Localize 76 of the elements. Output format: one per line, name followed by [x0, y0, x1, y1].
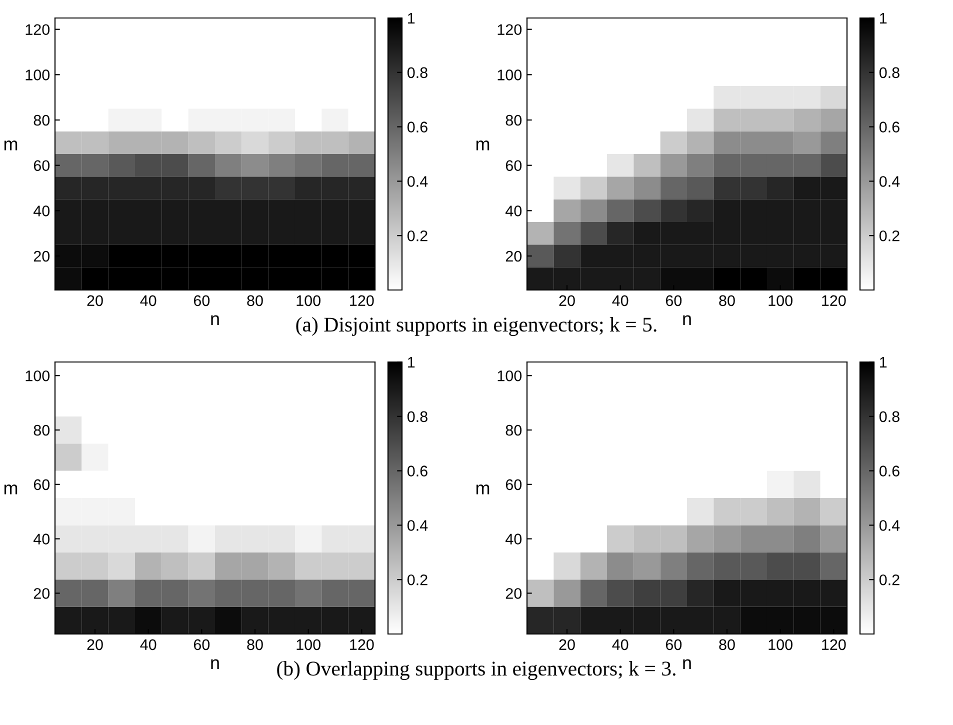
x-tick-label: 20	[559, 639, 575, 650]
y-tick-label: 100	[26, 370, 50, 382]
y-tick-label: 80	[34, 114, 50, 126]
y-tick-label: 60	[34, 479, 50, 490]
y-tick-label: 20	[506, 588, 522, 599]
x-tick-label: 20	[87, 639, 103, 650]
x-tick-label: 60	[194, 639, 210, 650]
text: (b) Overlapping supports in eigenvectors; k = 3.	[277, 661, 676, 680]
color-bar-label: 1	[408, 13, 415, 24]
y-tick-label: 120	[26, 24, 50, 36]
y-tick-label: 80	[506, 114, 522, 126]
x-tick-label: 60	[666, 639, 682, 650]
color-bar-label: 0.4	[879, 520, 900, 531]
x-tick-label: 80	[719, 295, 735, 306]
y-axis-title: m	[4, 140, 18, 150]
x-tick-label: 20	[87, 295, 103, 306]
color-bar-label: 0.8	[407, 67, 428, 78]
color-bar-label: 0.2	[407, 230, 428, 242]
y-tick-label: 40	[34, 206, 50, 216]
color-bar-label: 0.4	[407, 176, 428, 187]
x-tick-label: 120	[350, 295, 374, 306]
x-tick-label: 40	[140, 639, 156, 650]
y-axis-title: m	[476, 484, 490, 494]
x-tick-label: 60	[194, 295, 210, 306]
x-tick-label: 100	[768, 639, 792, 650]
x-tick-label: 120	[822, 295, 846, 306]
x-tick-label: 100	[296, 639, 320, 650]
x-tick-label: 40	[612, 295, 628, 306]
x-tick-label: 100	[768, 295, 792, 306]
y-tick-label: 20	[34, 588, 50, 599]
y-tick-label: 100	[498, 70, 522, 80]
y-tick-label: 40	[34, 534, 50, 544]
color-bar-label: 0.4	[879, 176, 900, 187]
y-tick-label: 60	[506, 160, 522, 172]
color-bar-label: 0.4	[407, 520, 428, 531]
y-tick-label: 20	[506, 250, 522, 262]
color-bar-label: 0.6	[407, 466, 428, 476]
y-tick-label: 120	[498, 24, 522, 36]
x-axis-title: n	[211, 315, 219, 325]
x-tick-label: 80	[247, 295, 263, 306]
y-axis-title: m	[4, 484, 18, 494]
x-tick-label: 120	[822, 639, 846, 650]
text: (a) Disjoint supports in eigenvectors; k = 5.	[296, 317, 656, 336]
color-bar-label: 0.6	[407, 122, 428, 132]
y-tick-label: 100	[498, 370, 522, 382]
color-bar-label: 0.6	[879, 466, 900, 476]
color-bar-label: 0.8	[879, 67, 900, 78]
x-axis-title: n	[211, 659, 219, 669]
x-tick-label: 40	[140, 295, 156, 306]
color-bar-label: 1	[880, 13, 887, 24]
x-tick-label: 80	[247, 639, 263, 650]
color-bar-label: 0.6	[879, 122, 900, 132]
y-tick-label: 60	[506, 479, 522, 490]
color-bar-label: 0.8	[879, 411, 900, 422]
y-tick-label: 40	[506, 534, 522, 544]
x-axis-title: n	[683, 659, 691, 669]
x-tick-label: 120	[350, 639, 374, 650]
color-bar-label: 0.2	[407, 574, 428, 586]
y-tick-label: 100	[26, 70, 50, 80]
x-tick-label: 20	[559, 295, 575, 306]
y-tick-label: 80	[34, 424, 50, 436]
x-axis-title: n	[683, 315, 691, 325]
y-tick-label: 40	[506, 206, 522, 216]
color-bar-label: 0.2	[879, 230, 900, 242]
color-bar-label: 1	[408, 357, 415, 368]
color-bar-label: 1	[880, 357, 887, 368]
y-tick-label: 80	[506, 424, 522, 436]
color-bar-label: 0.2	[879, 574, 900, 586]
color-bar-label: 0.8	[407, 411, 428, 422]
y-axis-title: m	[476, 140, 490, 150]
x-tick-label: 100	[296, 295, 320, 306]
x-tick-label: 80	[719, 639, 735, 650]
x-tick-label: 60	[666, 295, 682, 306]
x-tick-label: 40	[612, 639, 628, 650]
y-tick-label: 20	[34, 250, 50, 262]
y-tick-label: 60	[34, 160, 50, 172]
